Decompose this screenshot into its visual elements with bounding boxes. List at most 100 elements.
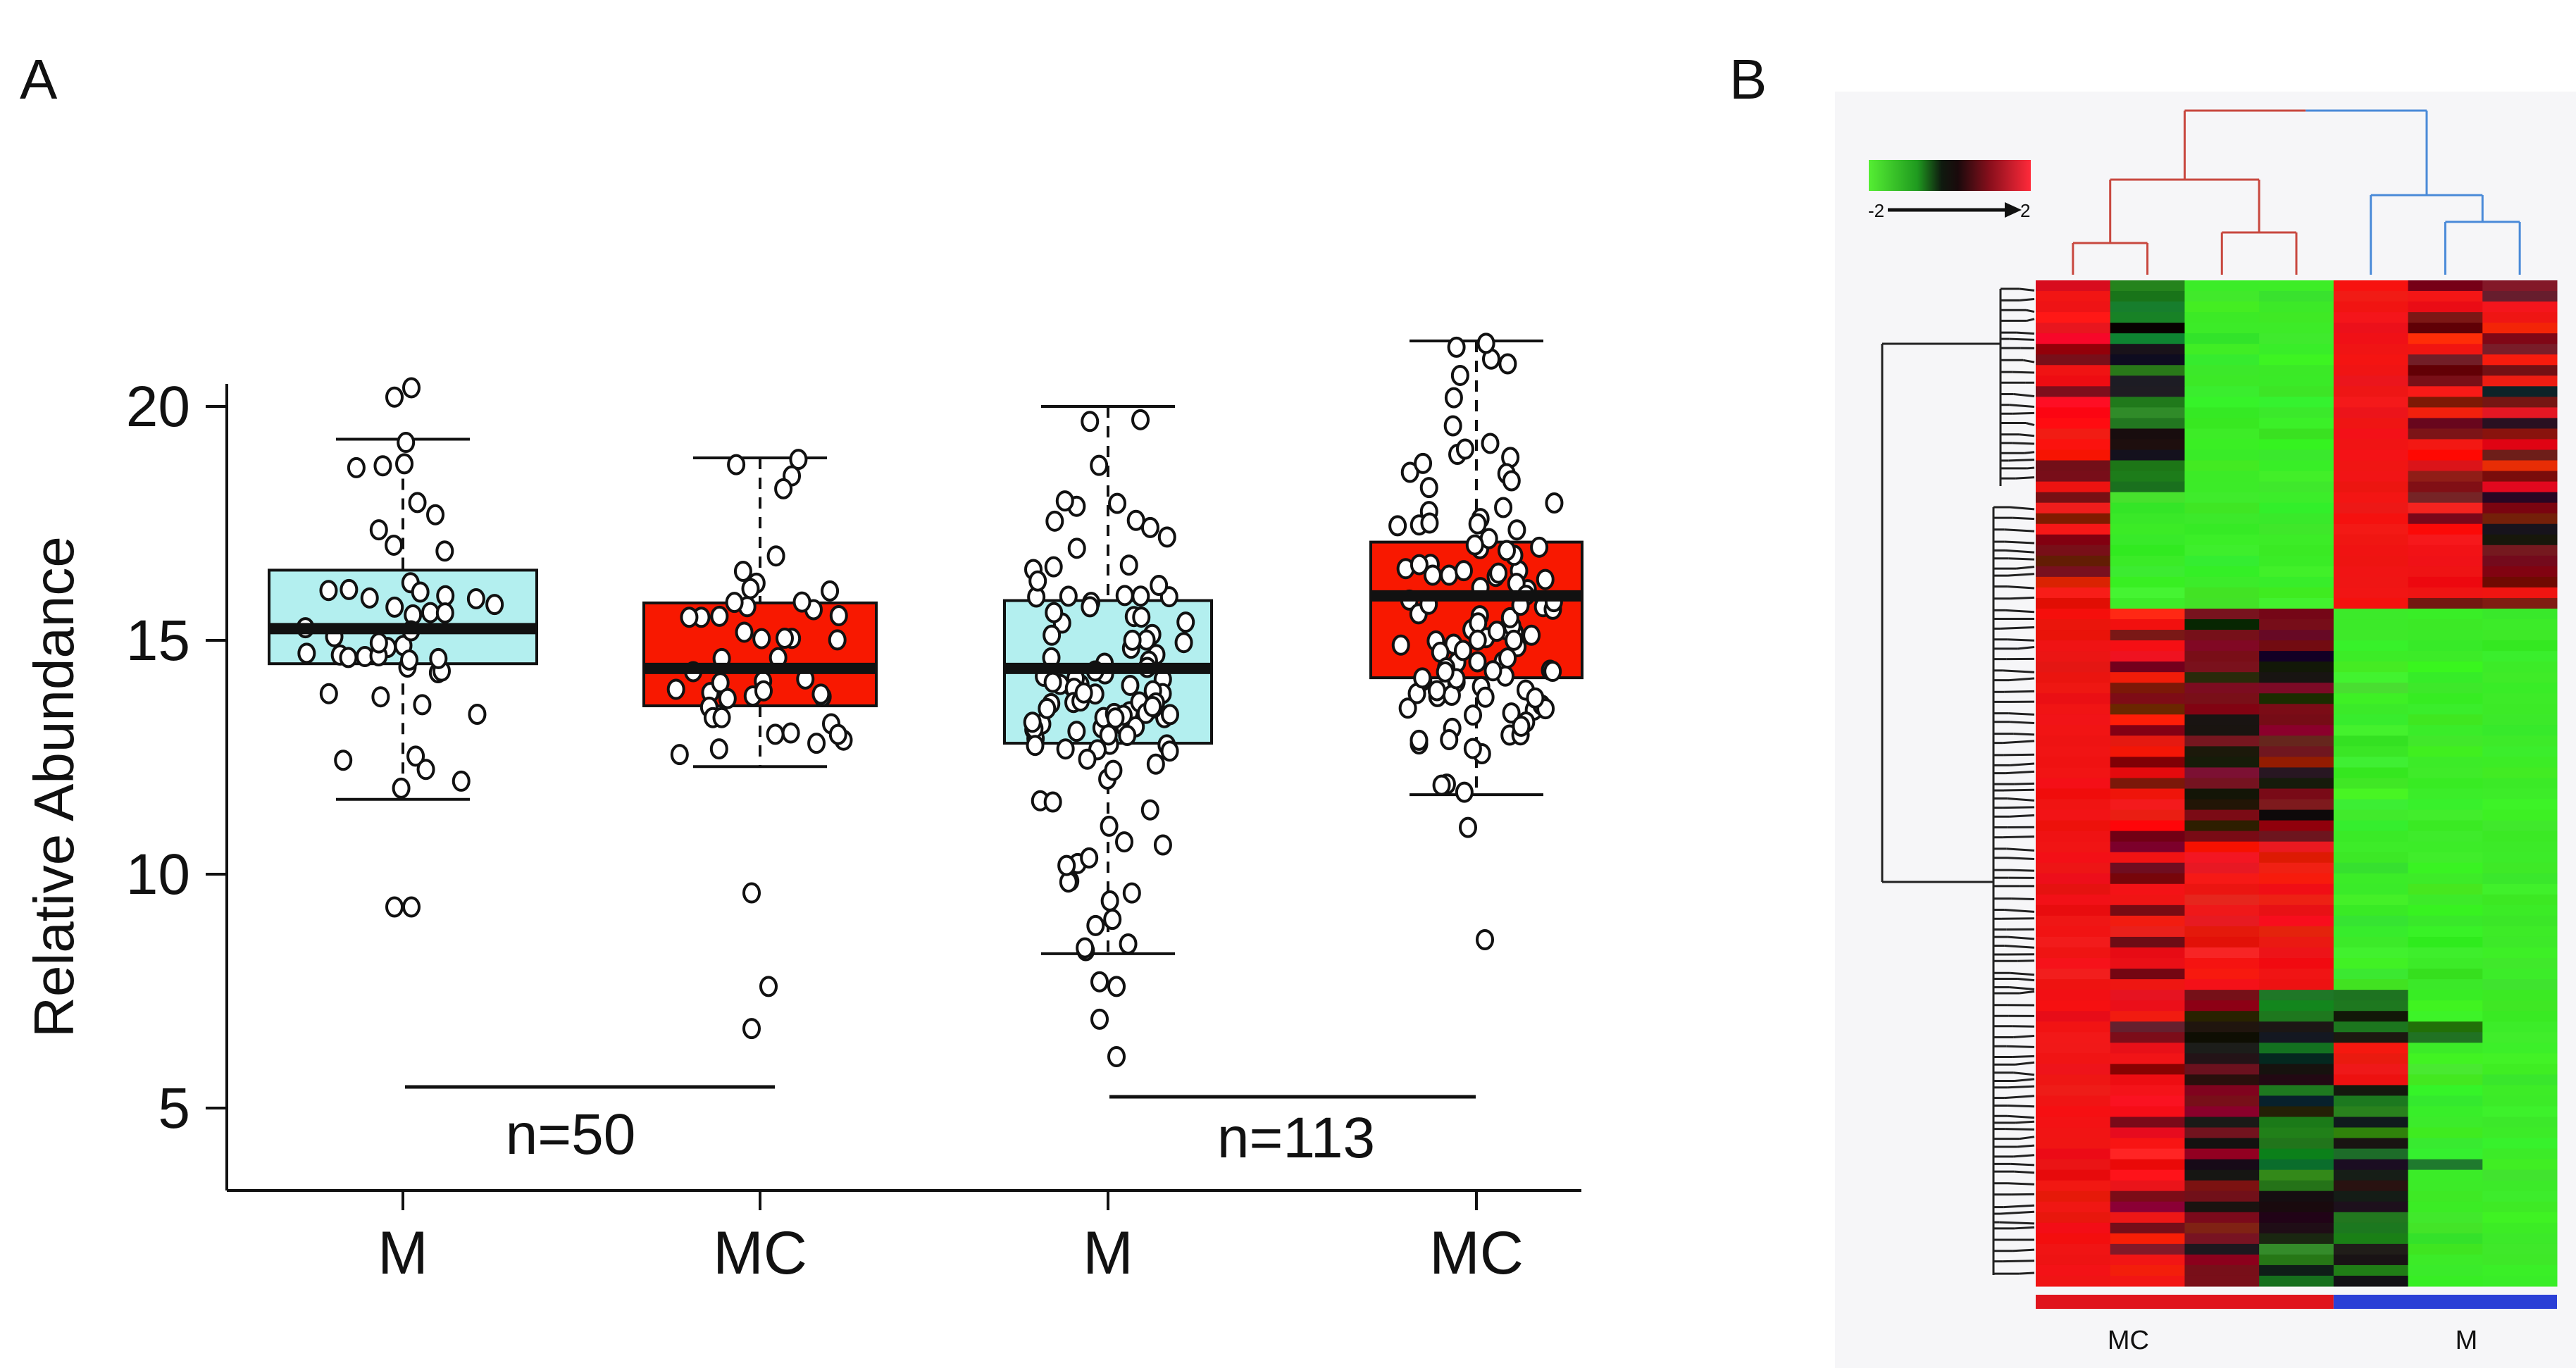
row-dendro-branch (2022, 359, 2035, 363)
heatmap-cell (2482, 947, 2558, 959)
heatmap-cell (2333, 788, 2409, 800)
heatmap-cell (2333, 481, 2409, 493)
heatmap-cell (2184, 492, 2260, 504)
heatmap-cell (2482, 1169, 2558, 1181)
heatmap-cell (2333, 365, 2409, 376)
heatmap-cell (2184, 1138, 2260, 1150)
heatmap-cell (2184, 1095, 2260, 1107)
y-tick-label: 15 (126, 609, 190, 673)
data-point (1146, 753, 1165, 775)
heatmap-cell (2333, 651, 2409, 662)
heatmap-cell (2110, 672, 2185, 683)
heatmap-cell (2259, 439, 2334, 451)
heatmap-cell (2333, 894, 2409, 906)
heatmap-cell (2482, 608, 2558, 620)
heatmap-cell (2259, 958, 2334, 969)
group-bar-mc (2036, 1295, 2334, 1309)
row-dendro-branch (2004, 1095, 2035, 1100)
heatmap-cell (2184, 439, 2260, 451)
heatmap-cell (2259, 344, 2334, 355)
heatmap-cell (2408, 1222, 2483, 1234)
data-point (1090, 454, 1109, 476)
heatmap-cell (2036, 439, 2111, 451)
data-point (1468, 513, 1487, 535)
outlier-point (402, 896, 421, 918)
heatmap-cell (2408, 958, 2483, 969)
heatmap-cell (2110, 714, 2185, 726)
heatmap-cell (2333, 333, 2409, 344)
heatmap-cell (2482, 365, 2558, 376)
row-dendro-branch (2008, 459, 2035, 462)
heatmap-cell (2036, 1180, 2111, 1192)
heatmap-cell (2259, 280, 2334, 292)
heatmap-cell (2333, 608, 2409, 620)
data-point (1140, 516, 1159, 538)
heatmap-cell (2184, 1190, 2260, 1202)
heatmap-cell (2259, 672, 2334, 683)
y-axis-label: Relative Abundance (23, 536, 85, 1038)
heatmap-cell (2408, 862, 2483, 874)
heatmap-cell (2408, 1085, 2483, 1096)
row-dendro-branch (2007, 857, 2035, 860)
heatmap-cell (2482, 1190, 2558, 1202)
heatmap-cell (2036, 894, 2111, 906)
heatmap-cell (2408, 1254, 2483, 1266)
heatmap-cell (2408, 1053, 2483, 1064)
heatmap-cell (2408, 767, 2483, 778)
heatmap-cell (2036, 735, 2111, 747)
row-dendro-branch (2009, 404, 2035, 409)
data-point (1176, 611, 1195, 633)
row-dendro-branch (2003, 806, 2035, 809)
heatmap-cell (2408, 1264, 2483, 1276)
heatmap-cell (2482, 1212, 2558, 1224)
heatmap-cell (2259, 1064, 2334, 1075)
heatmap-cell (2259, 534, 2334, 546)
heatmap-cell (2259, 778, 2334, 790)
data-point (1143, 696, 1162, 718)
x-tick-label: MC (1429, 1219, 1524, 1287)
heatmap-cell (2333, 597, 2409, 609)
heatmap-cell (2110, 1148, 2185, 1160)
heatmap-cell (2036, 714, 2111, 726)
data-point (1398, 697, 1417, 719)
heatmap-cell (2184, 375, 2260, 387)
row-dendro-branch (1999, 1221, 2035, 1225)
heatmap-cell (2184, 746, 2260, 757)
data-point (1119, 554, 1138, 576)
heatmap-cell (2482, 979, 2558, 990)
heatmap-cell (2036, 460, 2111, 472)
heatmap-cell (2482, 1180, 2558, 1192)
heatmap-cell (2036, 1000, 2111, 1012)
data-point (1450, 364, 1469, 386)
heatmap-cell (2482, 534, 2558, 546)
heatmap-cell (2408, 502, 2483, 514)
data-point (319, 683, 338, 704)
heatmap-cell (2036, 534, 2111, 546)
heatmap-cell (2408, 630, 2483, 641)
heatmap-cell (2036, 597, 2111, 609)
heatmap-cell (2408, 1243, 2483, 1255)
data-point (1502, 702, 1521, 724)
heatmap-cell (2259, 597, 2334, 609)
data-point (1530, 536, 1549, 558)
heatmap-cell (2036, 757, 2111, 768)
heatmap-cell (2036, 1254, 2111, 1266)
heatmap-cell (2408, 1127, 2483, 1139)
row-dendro-branch (2010, 762, 2035, 766)
y-tick-label: 5 (158, 1076, 190, 1140)
data-point (1078, 748, 1097, 770)
data-point (1413, 667, 1432, 689)
heatmap-cell (2184, 799, 2260, 811)
heatmap-cell (2036, 809, 2111, 821)
heatmap-cell (2036, 915, 2111, 927)
group-label-m: M (2456, 1326, 2478, 1355)
heatmap-cell (2184, 969, 2260, 980)
data-point (1043, 624, 1062, 646)
heatmap-cell (2408, 969, 2483, 980)
heatmap-cell (2184, 883, 2260, 895)
heatmap-cell (2408, 640, 2483, 652)
row-dendro-branch (2003, 669, 2035, 673)
heatmap-cell (2184, 947, 2260, 959)
heatmap-cell (2333, 831, 2409, 842)
data-point (1118, 724, 1137, 746)
